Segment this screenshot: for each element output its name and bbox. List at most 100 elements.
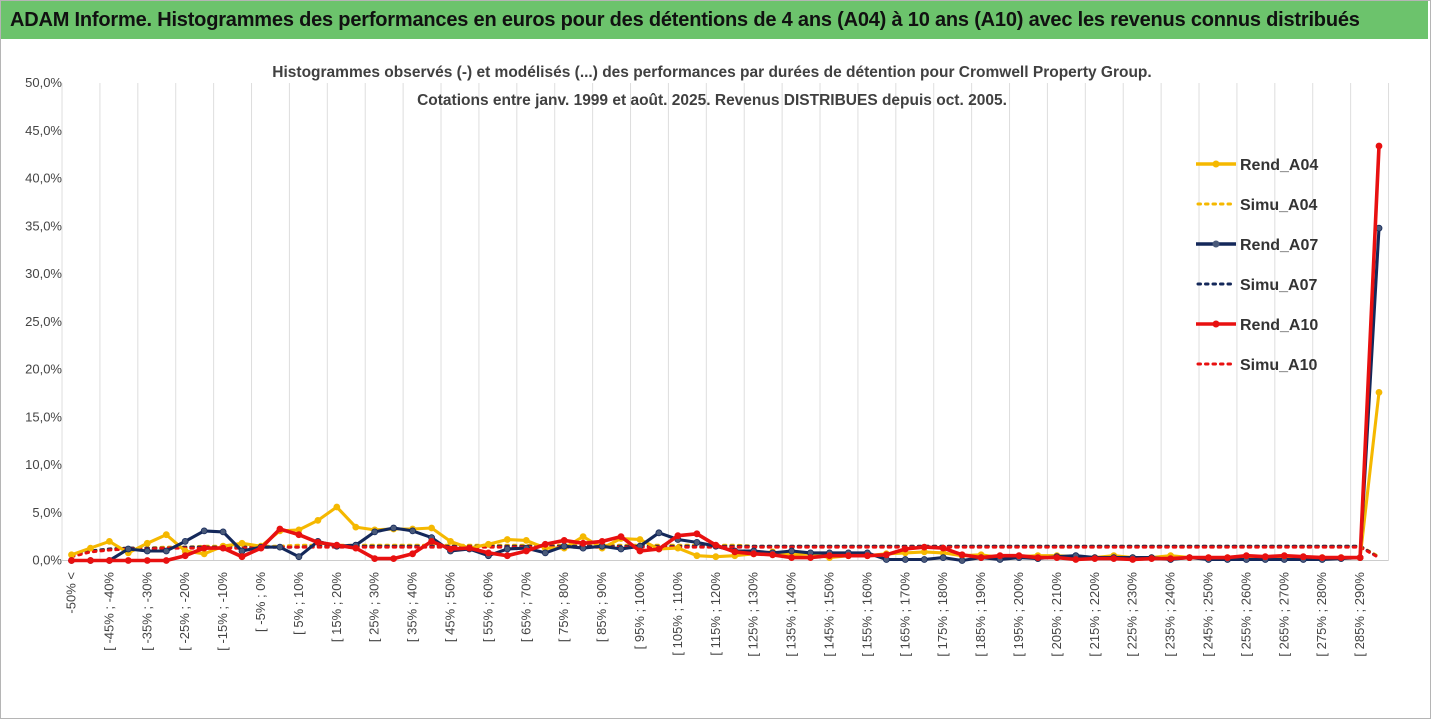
x-tick-label: [ 95% ; 100%: [632, 572, 647, 650]
rend-a10-point: [920, 543, 928, 551]
x-tick-label: [ 275% ; 280%: [1314, 572, 1329, 657]
y-tick-label: 35,0%: [25, 218, 62, 233]
rend-a10-point: [1034, 554, 1042, 561]
rend-a04-point: [162, 531, 170, 539]
rend-a10-point: [219, 544, 227, 552]
rend-a04-point: [447, 538, 454, 545]
legend-rend-a07-label: Rend_A07: [1240, 237, 1318, 254]
rend-a04-point: [143, 539, 151, 547]
y-tick-label: 40,0%: [25, 171, 62, 186]
rend-a04-point: [1375, 388, 1383, 396]
header-banner: ADAM Informe. Histogrammes des performan…: [1, 1, 1428, 39]
x-tick-label: [ 145% ; 150%: [822, 572, 837, 657]
rend-a10-point: [68, 557, 75, 564]
rend-a04-point: [693, 552, 701, 560]
y-tick-label: 45,0%: [25, 123, 62, 138]
rend-a10-point: [636, 547, 644, 555]
rend-a07-point: [541, 549, 549, 557]
rend-a07-point: [143, 547, 151, 555]
rend-a04-point: [522, 537, 530, 544]
rend-a07-point: [920, 556, 928, 563]
rend-a10-point: [1299, 553, 1307, 561]
rend-a10-point: [333, 541, 341, 549]
rend-a10-point: [541, 540, 549, 548]
rend-a10-point: [674, 532, 682, 540]
rend-a04-point: [68, 551, 75, 559]
x-tick-label: [ 205% ; 210%: [1049, 572, 1064, 657]
rend-a04-point: [636, 536, 644, 543]
rend-a04-point: [712, 553, 720, 561]
rend-a10-point: [1356, 554, 1364, 561]
x-tick-label: [ -5% ; 0%: [253, 572, 268, 632]
rend-a10-point: [1280, 552, 1288, 560]
legend-rend-a04-marker: [1212, 160, 1220, 168]
rend-a10-point: [769, 551, 776, 559]
rend-a10-point: [1375, 142, 1383, 150]
rend-a10-point: [826, 552, 833, 560]
rend-a10-point: [598, 538, 606, 545]
rend-a04-point: [314, 517, 322, 524]
chart-title: Histogrammes observés (-) et modélisés (…: [272, 64, 1151, 81]
rend-a10-point: [560, 537, 568, 544]
rend-a10-point: [939, 544, 947, 552]
x-tick-label: [ 175% ; 180%: [935, 572, 950, 657]
rend-a07-point: [788, 547, 795, 555]
x-tick-label: [ -15% ; -10%: [215, 572, 230, 651]
y-tick-label: 5,0%: [32, 505, 62, 520]
rend-a10-point: [1167, 555, 1174, 562]
rend-a04-point: [674, 544, 682, 552]
rend-a10-point: [238, 553, 246, 561]
rend-a10-point: [124, 557, 132, 564]
rend-a10-point: [409, 550, 417, 558]
rend-a10-point: [750, 550, 758, 558]
y-tick-label: 50,0%: [25, 75, 62, 90]
rend-a10-point: [655, 545, 663, 553]
rend-a10-point: [958, 551, 966, 559]
rend-a10-point: [901, 545, 909, 553]
rend-a04-point: [106, 538, 113, 545]
rend-a07-point: [655, 529, 663, 537]
rend-a10-point: [617, 533, 625, 540]
rend-a10-point: [693, 530, 701, 538]
rend-a10-point: [162, 557, 170, 564]
legend-simu-a07-label: Simu_A07: [1240, 277, 1317, 294]
x-tick-label: [ 105% ; 110%: [670, 572, 685, 656]
rend-a10-point: [1205, 554, 1212, 561]
rend-a10-point: [1015, 552, 1023, 560]
y-tick-label: 25,0%: [25, 314, 62, 329]
rend-a04-point: [503, 536, 511, 543]
rend-a10-point: [1224, 554, 1231, 561]
rend-a04-point: [333, 503, 341, 511]
x-tick-label: [ 265% ; 270%: [1276, 572, 1291, 657]
rend-a04-point: [87, 544, 94, 552]
rend-a10-point: [1337, 554, 1345, 561]
y-tick-label: 10,0%: [25, 457, 62, 472]
rend-a07-point: [200, 527, 208, 535]
rend-a10-point: [428, 538, 436, 545]
rend-a10-point: [1129, 556, 1137, 563]
rend-a07-point: [219, 528, 227, 536]
rend-a10-point: [1091, 555, 1099, 562]
x-tick-label: [ 165% ; 170%: [897, 572, 912, 657]
rend-a10-point: [864, 552, 871, 560]
rend-a10-point: [996, 552, 1004, 560]
rend-a10-point: [390, 555, 398, 562]
y-tick-label: 20,0%: [25, 362, 62, 377]
rend-a10-point: [1072, 556, 1080, 563]
x-tick-label: [ 185% ; 190%: [973, 572, 988, 657]
x-tick-label: [ 75% ; 80%: [556, 572, 571, 643]
rend-a07-point: [901, 556, 909, 563]
rend-a04-point: [579, 533, 587, 540]
x-axis: -50% < [ -45% ; -40% [ -35% ; -30% [ -25% ;…: [64, 572, 1368, 657]
report-title: ADAM Informe. Histogrammes des performan…: [10, 9, 1360, 31]
rend-a10-point: [579, 539, 587, 547]
rend-a10-point: [1148, 555, 1155, 562]
rend-a07-point: [409, 527, 417, 535]
rend-a10-point: [522, 547, 530, 555]
rend-a10-point: [143, 557, 151, 564]
x-tick-label: [ 25% ; 30%: [367, 572, 382, 643]
legend-rend-a10-label: Rend_A10: [1240, 317, 1318, 334]
legend-rend-a10-marker: [1212, 320, 1220, 328]
rend-a10-point: [503, 552, 511, 560]
